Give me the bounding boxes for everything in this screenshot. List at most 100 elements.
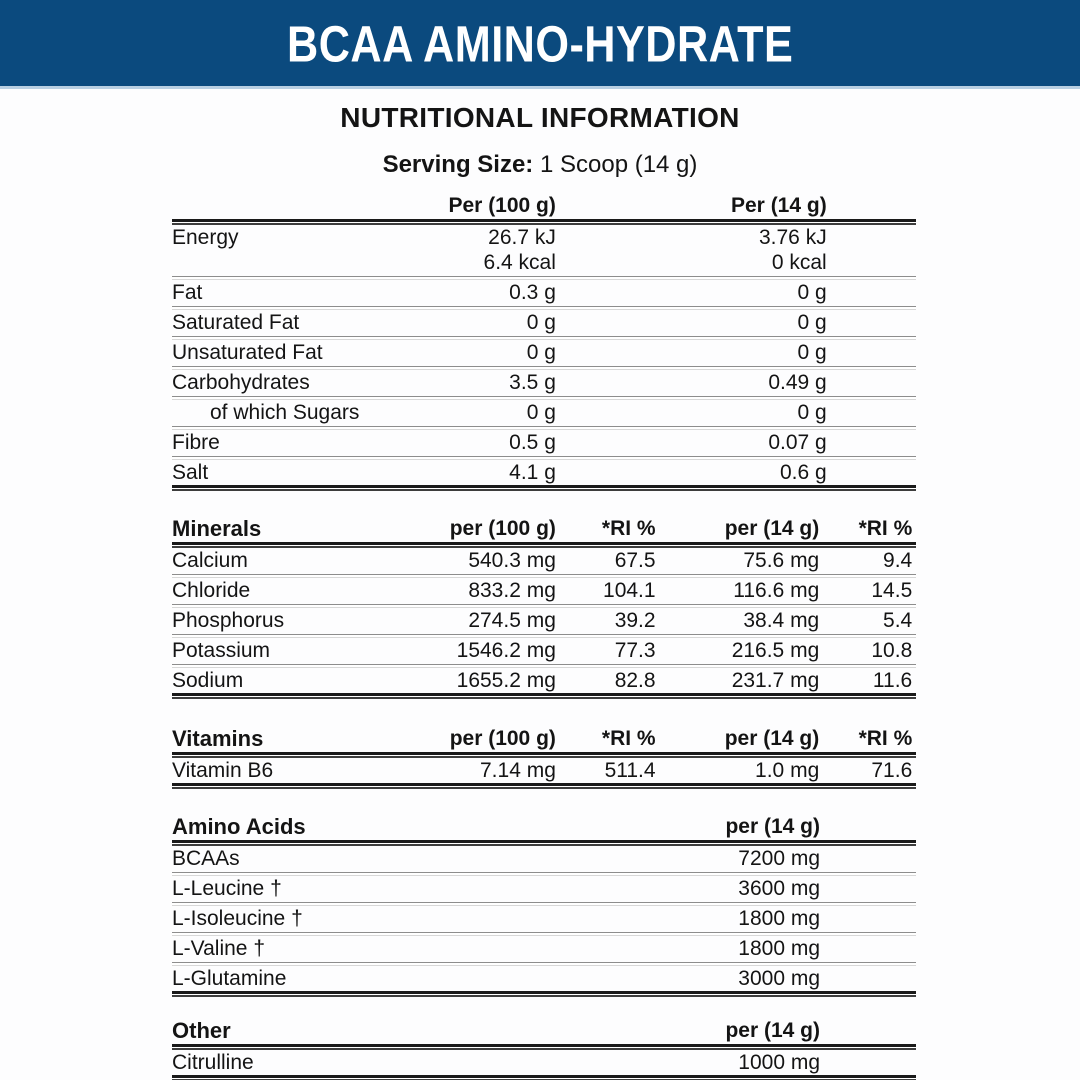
row-label: L-Glutamine (172, 967, 287, 990)
row-value-14g: 0.07 g (768, 431, 827, 454)
row-label: BCAAs (172, 847, 240, 870)
section-title-amino-acids: Amino Acids (172, 814, 306, 839)
amino-acids-table: Amino Acids per (14 g) BCAAs 7200 mg L-L… (172, 813, 916, 997)
amino-acids-table-header: Amino Acids per (14 g) (172, 813, 916, 840)
table-row-sodium: Sodium 1655.2 mg 82.8 231.7 mg 11.6 (172, 668, 916, 693)
row-value-100g: 0 g (526, 401, 556, 424)
other-table-header: Other per (14 g) (172, 1017, 916, 1044)
divider (172, 542, 916, 548)
header-per-14g: Per (14 g) (731, 194, 827, 217)
header-ri-percent: *RI % (601, 517, 656, 540)
row-value-100g: 0 g (526, 341, 556, 364)
table-row-l-isoleucine: L-Isoleucine † 1800 mg (172, 906, 916, 931)
row-ri-100g: 104.1 (603, 579, 656, 602)
row-value-14g: 38.4 mg (743, 609, 820, 632)
row-label: Unsaturated Fat (172, 341, 323, 364)
header-per-100g: per (100 g) (449, 727, 556, 750)
row-label: Fat (172, 281, 203, 304)
table-row-bcaas: BCAAs 7200 mg (172, 846, 916, 871)
row-value-100g: 0 g (526, 311, 556, 334)
divider (172, 219, 916, 225)
row-ri-100g: 511.4 (604, 759, 656, 782)
divider (172, 752, 916, 758)
row-value-14g: 0.6 g (779, 461, 827, 484)
table-row-unsaturated-fat: Unsaturated Fat 0 g 0 g (172, 340, 916, 365)
table-row-fat: Fat 0.3 g 0 g (172, 280, 916, 305)
header-ri-percent: *RI % (601, 727, 656, 750)
row-ri-100g: 77.3 (614, 639, 656, 662)
row-label: L-Isoleucine † (172, 907, 303, 930)
section-title-vitamins: Vitamins (172, 726, 264, 751)
row-value-100g: 0.3 g (509, 281, 556, 304)
row-value-14g: 231.7 mg (731, 669, 820, 692)
row-value-14g: 0 g (797, 401, 827, 424)
divider (172, 783, 916, 789)
row-value-100g: 1655.2 mg (456, 669, 556, 692)
header-ri-percent: *RI % (858, 517, 913, 540)
row-value-100g: 0.5 g (509, 431, 556, 454)
row-label: Sodium (172, 669, 244, 692)
divider (172, 693, 916, 699)
minerals-table: Minerals per (100 g) *RI % per (14 g) *R… (172, 515, 916, 699)
row-label: Fibre (172, 431, 220, 454)
row-value-14g: 3.76 kJ (758, 226, 827, 249)
table-row-energy: Energy 26.7 kJ 3.76 kJ (172, 225, 916, 250)
row-value-14g: 0 kcal (771, 251, 827, 274)
other-table: Other per (14 g) Citrulline 1000 mg (172, 1017, 916, 1080)
row-value-14g: 0 g (797, 281, 827, 304)
row-label: Potassium (172, 639, 271, 662)
row-label: Salt (172, 461, 209, 484)
row-label: Chloride (172, 579, 251, 602)
table-row-fibre: Fibre 0.5 g 0.07 g (172, 430, 916, 455)
divider (172, 574, 916, 578)
divider (172, 991, 916, 997)
row-label: Energy (172, 226, 239, 249)
row-ri-14g: 71.6 (871, 759, 913, 782)
serving-size-label: Serving Size: (382, 151, 534, 178)
divider (172, 664, 916, 668)
row-ri-14g: 10.8 (871, 639, 913, 662)
row-ri-14g: 14.5 (871, 579, 913, 602)
product-title: BCAA AMINO-HYDRATE (286, 14, 794, 72)
row-value-14g: 1000 mg (738, 1051, 821, 1074)
table-row-l-glutamine: L-Glutamine 3000 mg (172, 966, 916, 991)
row-value-14g: 0 g (797, 341, 827, 364)
row-value-100g: 1546.2 mg (456, 639, 556, 662)
divider (172, 366, 916, 370)
table-row-salt: Salt 4.1 g 0.6 g (172, 460, 916, 485)
divider (172, 336, 916, 340)
table-row-saturated-fat: Saturated Fat 0 g 0 g (172, 310, 916, 335)
table-row-potassium: Potassium 1546.2 mg 77.3 216.5 mg 10.8 (172, 638, 916, 663)
nutritional-information-heading: NUTRITIONAL INFORMATION (340, 102, 740, 133)
row-ri-100g: 82.8 (614, 669, 656, 692)
row-ri-14g: 9.4 (883, 549, 913, 572)
divider (172, 902, 916, 906)
row-label: Saturated Fat (172, 311, 300, 334)
header-per-100g: per (100 g) (449, 517, 556, 540)
row-value-14g: 3000 mg (738, 967, 821, 990)
serving-size-line: Serving Size: 1 Scoop (14 g) (0, 151, 1080, 179)
row-value-14g: 1.0 mg (755, 759, 820, 782)
row-value-100g: 540.3 mg (468, 549, 556, 572)
row-value-100g: 274.5 mg (468, 609, 556, 632)
row-value-14g: 1800 mg (738, 907, 821, 930)
divider (172, 396, 916, 400)
table-row-chloride: Chloride 833.2 mg 104.1 116.6 mg 14.5 (172, 578, 916, 603)
vitamins-table: Vitamins per (100 g) *RI % per (14 g) *R… (172, 725, 916, 789)
row-label: Citrulline (172, 1051, 254, 1074)
row-ri-100g: 67.5 (614, 549, 656, 572)
divider (172, 276, 916, 280)
row-value-14g: 0.49 g (768, 371, 827, 394)
row-value-100g: 833.2 mg (468, 579, 556, 602)
table-row-sugars: of which Sugars 0 g 0 g (172, 400, 916, 425)
header-per-14g: per (14 g) (724, 517, 820, 540)
divider (172, 604, 916, 608)
row-value-14g: 7200 mg (738, 847, 821, 870)
row-value-14g: 116.6 mg (733, 579, 820, 602)
header-per-14g: per (14 g) (724, 727, 820, 750)
row-label: Phosphorus (172, 609, 285, 632)
divider (172, 456, 916, 460)
row-ri-14g: 5.4 (883, 609, 913, 632)
serving-size-value: 1 Scoop (14 g) (539, 151, 698, 178)
section-title-minerals: Minerals (172, 516, 262, 541)
